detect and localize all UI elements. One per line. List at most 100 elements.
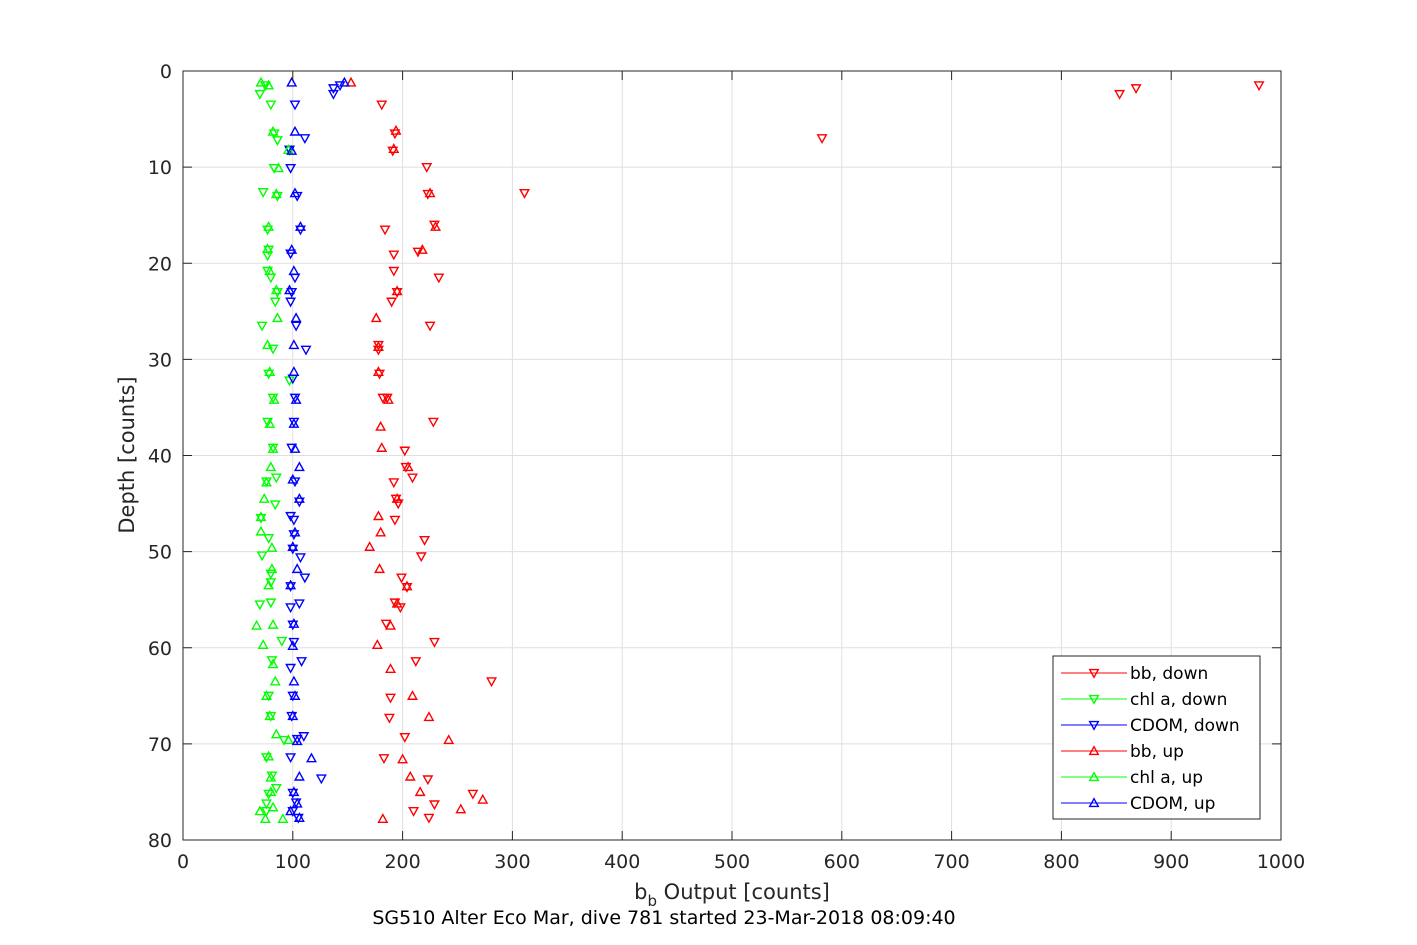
data-point-bb-up [414, 786, 426, 797]
data-point-chl-a-up [267, 801, 279, 812]
data-point-chl-a-up [263, 750, 275, 761]
data-point-bb-down [392, 499, 404, 510]
x-tick-label: 1000 [1257, 851, 1305, 873]
data-point-chl-a-up [255, 525, 267, 536]
data-point-chl-a-down [263, 534, 275, 544]
data-point-chl-a-up [260, 690, 272, 700]
data-point-chl-a-down [270, 783, 282, 794]
data-point-cdom-up [288, 339, 300, 350]
data-point-bb-up [375, 526, 387, 537]
legend-label: chl a, down [1130, 690, 1227, 710]
data-point-cdom-down [285, 603, 297, 614]
data-point-bb-up [391, 285, 403, 296]
data-point-chl-a-down [262, 266, 274, 277]
data-point-chl-a-up [255, 511, 267, 522]
data-point-bb-up [416, 244, 428, 254]
data-point-cdom-down [293, 599, 305, 610]
data-point-bb-up [406, 690, 418, 700]
data-point-chl-a-down [265, 569, 277, 580]
data-point-cdom-down [285, 163, 297, 174]
data-point-chl-a-up [262, 339, 274, 350]
data-point-chl-a-up [266, 563, 278, 574]
x-axis-label: bb Output [counts] [634, 880, 830, 910]
data-point-chl-a-down [265, 578, 277, 589]
data-point-chl-a-down [257, 187, 269, 198]
data-point-bb-up [377, 813, 389, 823]
data-point-cdom-down [289, 100, 301, 111]
data-point-bb-up [382, 394, 394, 404]
data-point-bb-down [428, 800, 440, 811]
data-point-bb-down [419, 535, 431, 546]
data-point-cdom-up [290, 312, 302, 323]
data-point-bb-up [374, 563, 386, 574]
x-tick-label: 400 [604, 851, 640, 873]
data-point-cdom-up [286, 244, 298, 254]
data-point-chl-a-up [255, 76, 267, 87]
data-point-bb-down [396, 573, 407, 584]
series-layer [251, 76, 1265, 824]
data-point-cdom-up [293, 812, 305, 823]
x-axis-label-main: b [634, 880, 647, 904]
data-point-bb-up [388, 143, 400, 154]
data-point-cdom-down [296, 657, 308, 667]
data-point-bb-down [388, 478, 400, 489]
data-point-bb-down [376, 100, 388, 111]
data-point-chl-a-up [273, 162, 285, 173]
data-point-bb-down [388, 266, 400, 277]
data-point-chl-a-down [263, 691, 275, 702]
data-point-bb-down [422, 189, 434, 200]
data-point-bb-down [518, 188, 530, 199]
data-point-cdom-up [289, 125, 301, 136]
data-point-bb-up [455, 803, 467, 814]
y-tick-label: 40 [148, 446, 172, 468]
data-point-cdom-down [285, 249, 297, 260]
data-point-cdom-up [289, 443, 301, 453]
data-point-bb-down [389, 515, 401, 526]
data-point-bb-up [375, 420, 387, 431]
data-point-bb-down [391, 287, 403, 298]
data-point-bb-down [433, 273, 445, 284]
data-point-chl-a-up [270, 728, 282, 739]
data-point-chl-a-up [264, 366, 276, 377]
data-point-chl-a-down [276, 636, 288, 647]
legend-entry-chl-a-up: chl a, up [1061, 768, 1203, 788]
data-point-chl-a-down [271, 136, 283, 146]
legend-label: CDOM, down [1130, 716, 1240, 736]
data-point-cdom-down [285, 663, 297, 674]
data-point-cdom-up [288, 265, 300, 276]
data-point-chl-a-down [256, 321, 268, 332]
data-point-cdom-down [327, 84, 339, 95]
series-bb-up [345, 76, 489, 823]
legend-label: chl a, up [1130, 768, 1203, 788]
figure-caption: SG510 Alter Eco Mar, dive 781 started 23… [372, 907, 955, 929]
data-point-chl-a-up [271, 312, 283, 323]
data-point-bb-down [422, 775, 434, 786]
y-tick-label: 60 [148, 638, 172, 660]
data-point-chl-a-down [265, 100, 277, 111]
data-point-chl-a-up [267, 618, 279, 629]
data-point-chl-a-down [256, 551, 268, 562]
data-point-bb-down [1114, 89, 1126, 100]
data-point-bb-down [401, 583, 413, 593]
data-point-chl-a-up [270, 284, 282, 295]
data-point-bb-down [386, 297, 398, 308]
data-point-bb-down [1253, 81, 1265, 92]
data-point-bb-up [385, 663, 397, 674]
data-point-cdom-up [291, 797, 303, 808]
data-point-cdom-up [288, 418, 300, 428]
y-tick-label: 20 [148, 253, 172, 275]
data-point-chl-a-up [267, 125, 279, 136]
x-tick-label: 300 [494, 851, 530, 873]
legend-entry-cdom-down: CDOM, down [1061, 716, 1240, 736]
data-point-cdom-up [289, 187, 301, 198]
data-point-chl-a-up [265, 461, 277, 472]
data-point-cdom-up [288, 786, 300, 797]
data-point-chl-a-up [251, 619, 263, 630]
data-point-chl-a-up [266, 542, 278, 552]
data-point-chl-a-up [259, 813, 271, 823]
data-point-bb-down [467, 789, 479, 800]
data-point-bb-down [389, 598, 401, 609]
data-point-cdom-down [290, 321, 302, 332]
legend-label: bb, up [1130, 742, 1184, 762]
